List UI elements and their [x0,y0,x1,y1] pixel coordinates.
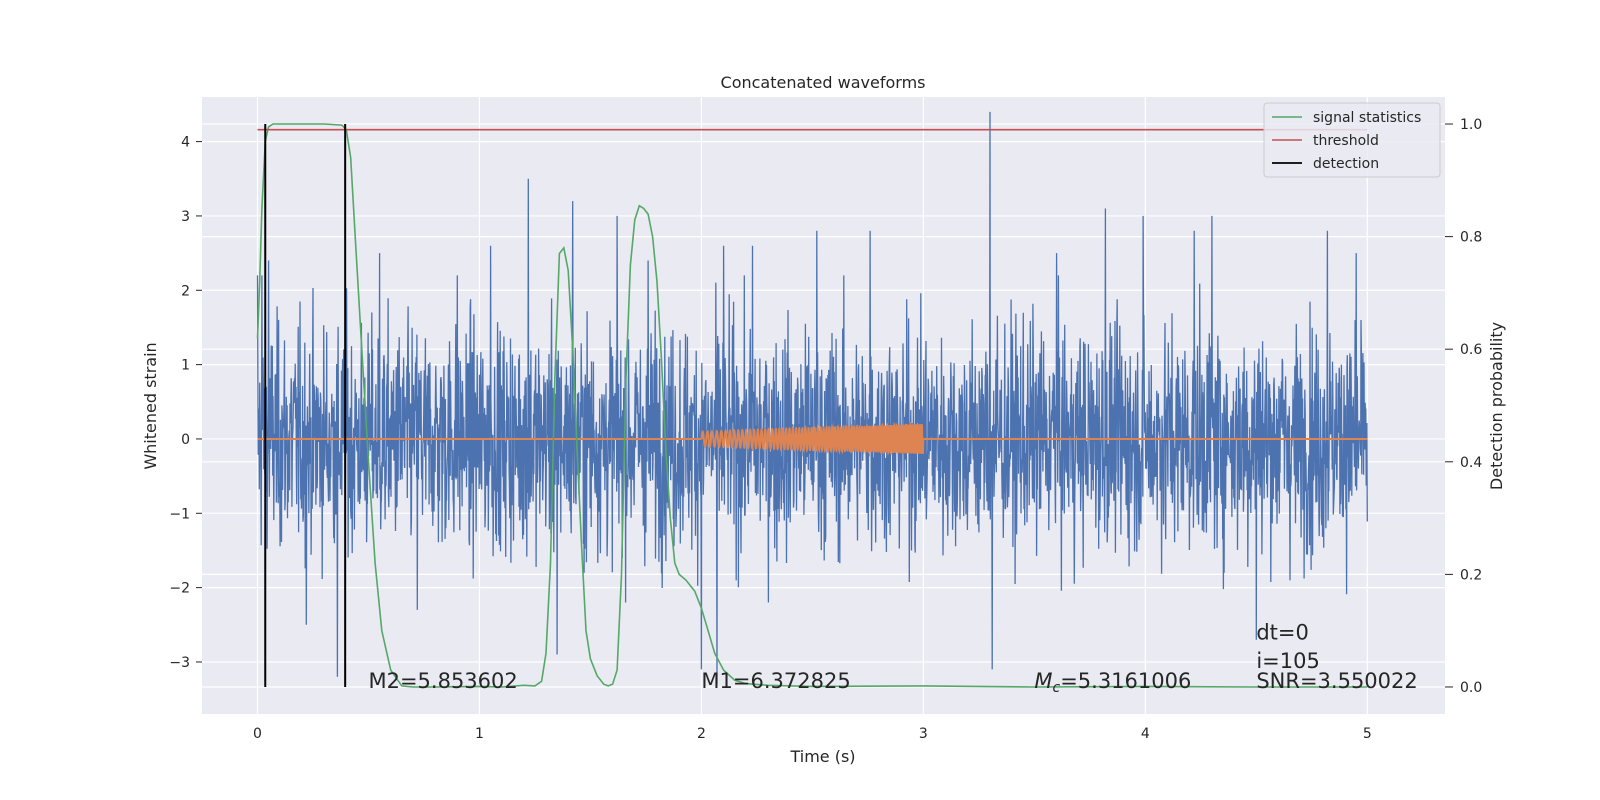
chart-title: Concatenated waveforms [721,73,926,92]
annotation-text: Mc=5.3161006 [1034,669,1191,696]
y-axis-right-label: Detection probability [1487,322,1506,490]
x-tick-label: 2 [697,726,706,742]
x-axis-label: Time (s) [789,747,855,766]
y-tick-label: 1 [181,358,190,374]
x-tick-label: 4 [1141,726,1150,742]
y-tick-label: 0 [181,432,190,448]
x-tick-label: 5 [1363,726,1372,742]
noise-series-line [256,111,1368,685]
series-layer [256,111,1368,688]
y-right-tick-label: 1.0 [1460,117,1482,133]
annotation-text: i=105 [1256,649,1320,673]
legend-label-signal-statistics: signal statistics [1313,110,1421,126]
y-right-tick-label: 0.4 [1460,455,1482,471]
annotation-text: M1=6.372825 [701,669,850,693]
y-tick-label: 2 [181,283,190,299]
x-tick-label: 3 [919,726,928,742]
y-tick-label: −3 [169,655,190,671]
signal-statistics-line [256,123,1368,688]
y-right-tick-label: 0.8 [1460,230,1482,246]
legend: signal statistics threshold detection [1263,102,1441,178]
annotations: M2=5.853602 M1=6.372825 Mc=5.3161006 dt=0 i=… [368,621,1417,696]
x-tick-label: 1 [475,726,484,742]
y-tick-label: 3 [181,209,190,225]
legend-label-detection: detection [1313,156,1379,172]
y-tick-label: 4 [181,135,190,151]
y-tick-label: −2 [169,581,190,597]
legend-label-threshold: threshold [1313,133,1379,149]
y-axis-label: Whitened strain [141,342,160,469]
annotation-text: SNR=3.550022 [1256,669,1417,693]
legend-box [1263,102,1441,178]
annotation-text: dt=0 [1256,621,1309,645]
x-tick-label: 0 [253,726,262,742]
ticks: 0 1 2 3 4 5 −3 −2 −1 0 1 2 3 4 0.0 0.2 0.4 0.6 0.8 1.0 [169,117,1482,742]
y-right-tick-label: 0.6 [1460,342,1482,358]
y-right-tick-label: 0.0 [1460,680,1482,696]
y-tick-label: −1 [169,506,190,522]
annotation-text: M2=5.853602 [368,669,517,693]
chirp-series-line [257,421,1368,456]
y-right-tick-label: 0.2 [1460,567,1482,583]
